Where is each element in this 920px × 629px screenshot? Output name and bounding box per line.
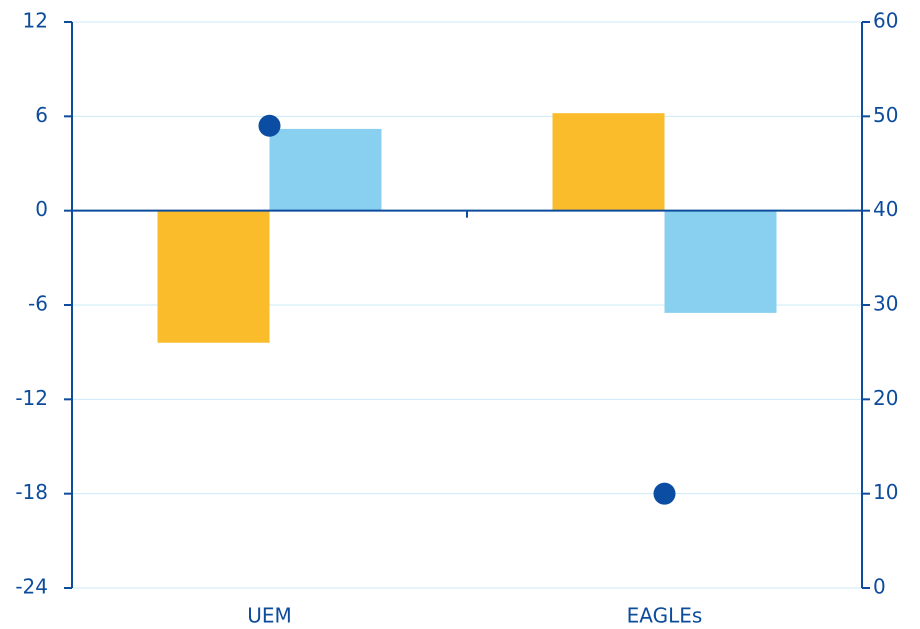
y2-tick-label: 10 — [873, 480, 898, 504]
y-tick-label: -12 — [15, 386, 48, 410]
x-tick-label: UEM — [247, 604, 292, 628]
x-tick-label: EAGLEs — [627, 604, 703, 628]
y2-tick-label: 50 — [873, 103, 898, 127]
bar — [552, 113, 665, 211]
y-tick-label: -6 — [28, 292, 48, 316]
bar — [664, 210, 777, 313]
y2-tick-label: 40 — [873, 197, 898, 221]
y2-tick-label: 30 — [873, 292, 898, 316]
bar — [269, 128, 382, 211]
y2-tick-label: 0 — [873, 575, 886, 599]
dot — [258, 114, 281, 137]
y2-tick-label: 60 — [873, 9, 898, 33]
bar — [157, 210, 270, 343]
y-tick-label: -18 — [15, 480, 48, 504]
y2-tick-label: 20 — [873, 386, 898, 410]
y-tick-label: 0 — [35, 197, 48, 221]
y-tick-label: -24 — [15, 575, 48, 599]
y-tick-label: 12 — [23, 9, 48, 33]
y-tick-label: 6 — [35, 103, 48, 127]
dot — [653, 482, 676, 505]
